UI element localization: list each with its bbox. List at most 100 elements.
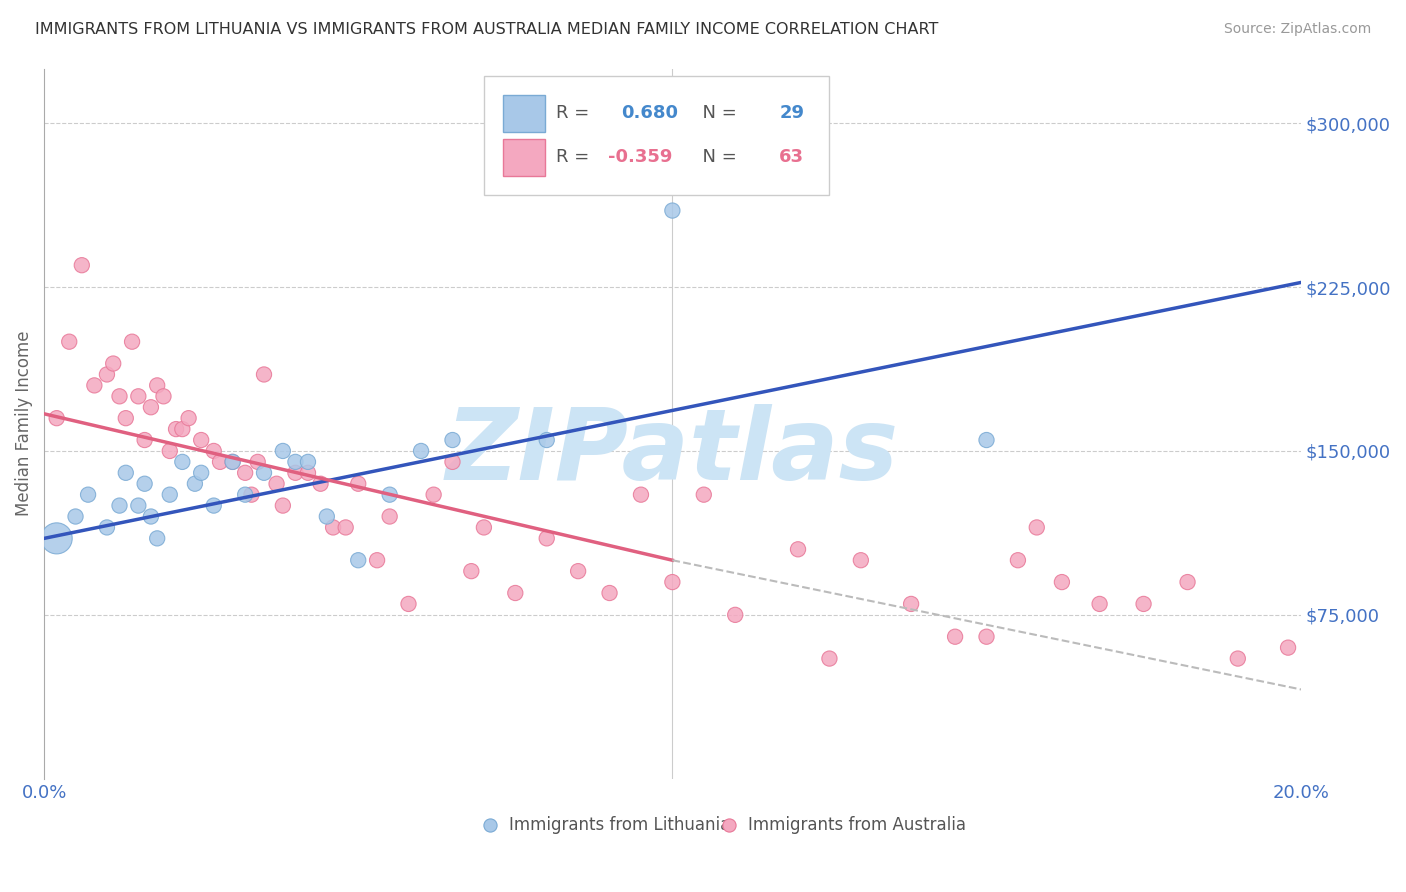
Point — [943, 630, 966, 644]
Point — [567, 564, 589, 578]
Point — [208, 455, 231, 469]
Point — [900, 597, 922, 611]
Point — [505, 586, 527, 600]
Point — [322, 520, 344, 534]
Point — [422, 488, 444, 502]
Point — [152, 389, 174, 403]
Point — [139, 401, 162, 415]
Point — [787, 542, 810, 557]
Point — [108, 499, 131, 513]
Point — [284, 466, 307, 480]
Text: Source: ZipAtlas.com: Source: ZipAtlas.com — [1223, 22, 1371, 37]
Point — [284, 455, 307, 469]
Point — [108, 389, 131, 403]
Point — [190, 433, 212, 447]
Point — [253, 368, 276, 382]
Point — [45, 532, 67, 546]
Text: 29: 29 — [779, 104, 804, 122]
Point — [271, 444, 294, 458]
Point — [172, 422, 194, 436]
Text: ZIPatlas: ZIPatlas — [446, 403, 898, 500]
Point — [202, 444, 225, 458]
Text: -0.359: -0.359 — [609, 148, 672, 166]
Point — [184, 476, 207, 491]
Point — [139, 509, 162, 524]
Text: R =: R = — [555, 104, 595, 122]
Point — [134, 433, 156, 447]
Point — [233, 466, 256, 480]
Point — [441, 455, 464, 469]
Point — [630, 488, 652, 502]
Point — [536, 433, 558, 447]
Point — [221, 455, 243, 469]
Point — [599, 586, 621, 600]
Point — [83, 378, 105, 392]
Point — [472, 520, 495, 534]
FancyBboxPatch shape — [503, 139, 546, 176]
Point — [1050, 575, 1073, 590]
Point — [271, 499, 294, 513]
Point — [70, 258, 93, 272]
Point — [366, 553, 388, 567]
Point — [309, 476, 332, 491]
Text: Immigrants from Australia: Immigrants from Australia — [748, 816, 966, 834]
Point — [976, 433, 998, 447]
Point — [146, 378, 169, 392]
Point — [134, 476, 156, 491]
Point — [127, 389, 149, 403]
Point — [409, 444, 432, 458]
Point — [460, 564, 482, 578]
Point — [45, 411, 67, 425]
Point — [1177, 575, 1199, 590]
Point — [221, 455, 243, 469]
Point — [96, 368, 118, 382]
Point — [378, 488, 401, 502]
Point — [347, 553, 370, 567]
Point — [233, 488, 256, 502]
Point — [159, 444, 181, 458]
Point — [441, 433, 464, 447]
Point — [1088, 597, 1111, 611]
Point — [849, 553, 872, 567]
Point — [661, 203, 683, 218]
Point — [165, 422, 187, 436]
Point — [1277, 640, 1299, 655]
Point — [1007, 553, 1029, 567]
Point — [536, 532, 558, 546]
Point — [253, 466, 276, 480]
Y-axis label: Median Family Income: Median Family Income — [15, 331, 32, 516]
Point — [190, 466, 212, 480]
Text: R =: R = — [555, 148, 595, 166]
Point — [159, 488, 181, 502]
Text: 0.680: 0.680 — [621, 104, 678, 122]
Point — [202, 499, 225, 513]
Point — [177, 411, 200, 425]
Point — [315, 509, 337, 524]
Point — [297, 466, 319, 480]
Point — [65, 509, 87, 524]
Point — [297, 455, 319, 469]
Point — [976, 630, 998, 644]
Text: N =: N = — [692, 104, 742, 122]
Text: Immigrants from Lithuania: Immigrants from Lithuania — [509, 816, 730, 834]
Point — [266, 476, 288, 491]
Point — [96, 520, 118, 534]
Point — [114, 466, 136, 480]
Point — [347, 476, 370, 491]
Text: N =: N = — [692, 148, 742, 166]
FancyBboxPatch shape — [503, 95, 546, 132]
FancyBboxPatch shape — [484, 76, 830, 195]
Point — [1025, 520, 1047, 534]
Point — [378, 509, 401, 524]
Point — [335, 520, 357, 534]
Point — [172, 455, 194, 469]
Point — [58, 334, 80, 349]
Point — [103, 357, 125, 371]
Point — [240, 488, 263, 502]
Point — [693, 488, 716, 502]
Point — [398, 597, 420, 611]
Text: IMMIGRANTS FROM LITHUANIA VS IMMIGRANTS FROM AUSTRALIA MEDIAN FAMILY INCOME CORR: IMMIGRANTS FROM LITHUANIA VS IMMIGRANTS … — [35, 22, 939, 37]
Point — [1132, 597, 1154, 611]
Point — [146, 532, 169, 546]
Point — [724, 607, 747, 622]
